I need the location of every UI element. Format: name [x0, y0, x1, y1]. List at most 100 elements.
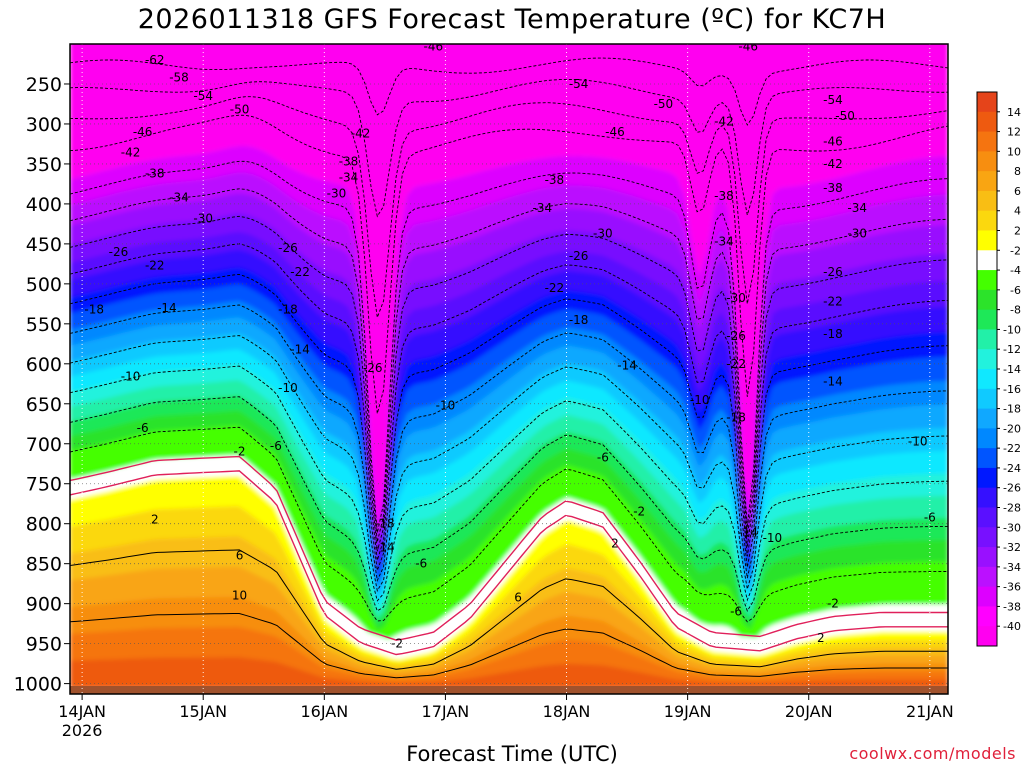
- band-magenta: [70, 44, 948, 528]
- contour-label: -46: [424, 39, 444, 53]
- colorbar-label: -14: [1003, 363, 1021, 376]
- colorbar-swatch: [977, 210, 997, 231]
- y-tick-label: 600: [26, 354, 62, 376]
- contour-label: -14: [290, 342, 310, 356]
- x-tick-label: 18JAN: [543, 702, 591, 721]
- contour-upper-3: [70, 114, 948, 414]
- contour-label: -6: [924, 510, 936, 524]
- contour-label: -22: [145, 258, 165, 272]
- band-warm-1: [70, 506, 948, 669]
- contour-cold-1: [70, 188, 948, 543]
- contour-label: -6: [597, 450, 609, 464]
- contour-label: -54: [823, 93, 843, 107]
- contour-label: 2: [151, 513, 159, 527]
- contour-label: -22: [726, 357, 746, 371]
- contour-label: -34: [847, 201, 867, 215]
- contour-label: -22: [290, 265, 310, 279]
- contour-cold-6: [70, 335, 948, 592]
- contour-label: 6: [236, 549, 244, 563]
- band-cold-1: [70, 172, 948, 547]
- contour-label: -54: [193, 89, 213, 103]
- y-tick-label: 800: [26, 514, 62, 536]
- colorbar-label: -22: [1003, 442, 1021, 455]
- contour-label: -10: [436, 398, 456, 412]
- colorbar-label: 6: [1014, 185, 1021, 198]
- contour-label: -2: [391, 637, 403, 651]
- band-cold-17: [70, 440, 948, 644]
- contour-upper-0: [70, 57, 948, 126]
- contour-label: -30: [327, 187, 347, 201]
- contour-label: -46: [738, 39, 758, 53]
- band-cold-2: [70, 193, 948, 554]
- colorbar-label: -16: [1003, 383, 1021, 396]
- contour-label: -18: [84, 302, 104, 316]
- x-tick-label: 21JAN: [906, 702, 954, 721]
- contour-label: -34: [532, 201, 552, 215]
- contour-label: 2: [817, 631, 825, 645]
- contour-label: -30: [726, 291, 746, 305]
- colorbar-label: 14: [1007, 106, 1021, 119]
- band-cold-10: [70, 333, 948, 604]
- temperature-field: -62-58-54-50-46-42-38-34-30-26-22-18 -14-…: [70, 39, 948, 694]
- contour-label: -18: [569, 313, 589, 327]
- colorbar-swatch: [977, 250, 997, 271]
- contour-label: -30: [593, 226, 613, 240]
- colorbar-label: -20: [1003, 422, 1021, 435]
- contour-label: -2: [234, 445, 246, 459]
- colorbar-label: -40: [1003, 620, 1021, 633]
- band-warm-6: [70, 657, 948, 689]
- colorbar-swatch: [977, 428, 997, 449]
- x-tick-label: 15JAN: [179, 702, 227, 721]
- contour-label: -26: [109, 245, 129, 259]
- colorbar-swatch: [977, 111, 997, 133]
- contour-cold-9: [70, 426, 948, 623]
- band-cold-0: [70, 145, 948, 539]
- contour-upper-2: [70, 96, 948, 318]
- y-tick-label: 650: [26, 394, 62, 416]
- colorbar-swatch: [977, 190, 997, 212]
- colorbar-swatch: [977, 586, 997, 607]
- band-cold-12: [70, 364, 948, 615]
- colorbar-swatch: [977, 349, 997, 370]
- colorbar-swatch: [977, 606, 997, 627]
- contour-label: -62: [145, 53, 165, 67]
- band-cold-16: [70, 425, 948, 637]
- y-tick-label: 250: [26, 74, 62, 96]
- contour-label: -34: [714, 234, 734, 248]
- y-tick-label: 900: [26, 594, 62, 616]
- colorbar-label: -30: [1003, 521, 1021, 534]
- colorbar-swatch: [977, 408, 997, 429]
- contour-label: -6: [270, 439, 282, 453]
- contour-label: -10: [121, 370, 141, 384]
- contour-label: -18: [278, 302, 298, 316]
- contour-warm-a: [70, 549, 948, 670]
- y-tick-label: 950: [26, 634, 62, 656]
- y-tick-label: 400: [26, 194, 62, 216]
- contour-label: -46: [823, 135, 843, 149]
- band-cold-7: [70, 284, 948, 586]
- contour-label: -2: [827, 597, 839, 611]
- contour-label: -46: [605, 125, 625, 139]
- y-tick-label: 850: [26, 554, 62, 576]
- colorbar-swatch: [977, 369, 997, 390]
- colorbar-label: -12: [1003, 343, 1021, 356]
- contour-label: -38: [714, 189, 734, 203]
- colorbar-swatch: [977, 92, 997, 113]
- y-tick-label: 550: [26, 314, 62, 336]
- credit-link[interactable]: coolwx.com/models: [849, 744, 1016, 763]
- contour-label: -10: [278, 381, 298, 395]
- contour-label: 2: [611, 537, 619, 551]
- colorbar-swatch: [977, 309, 997, 330]
- contour-label: 6: [514, 590, 522, 604]
- colorbar-label: -2: [1010, 244, 1021, 257]
- x-tick-label: 14JAN: [58, 702, 106, 721]
- colorbar-label: -36: [1003, 581, 1021, 594]
- colorbar-label: 12: [1007, 126, 1021, 139]
- contour-0c-upper: [70, 455, 948, 641]
- band-cold-8: [70, 301, 948, 592]
- colorbar-swatch: [977, 388, 997, 410]
- contour-label: -2: [633, 505, 645, 519]
- colorbar-label: -32: [1003, 541, 1021, 554]
- colorbar-swatch: [977, 151, 997, 172]
